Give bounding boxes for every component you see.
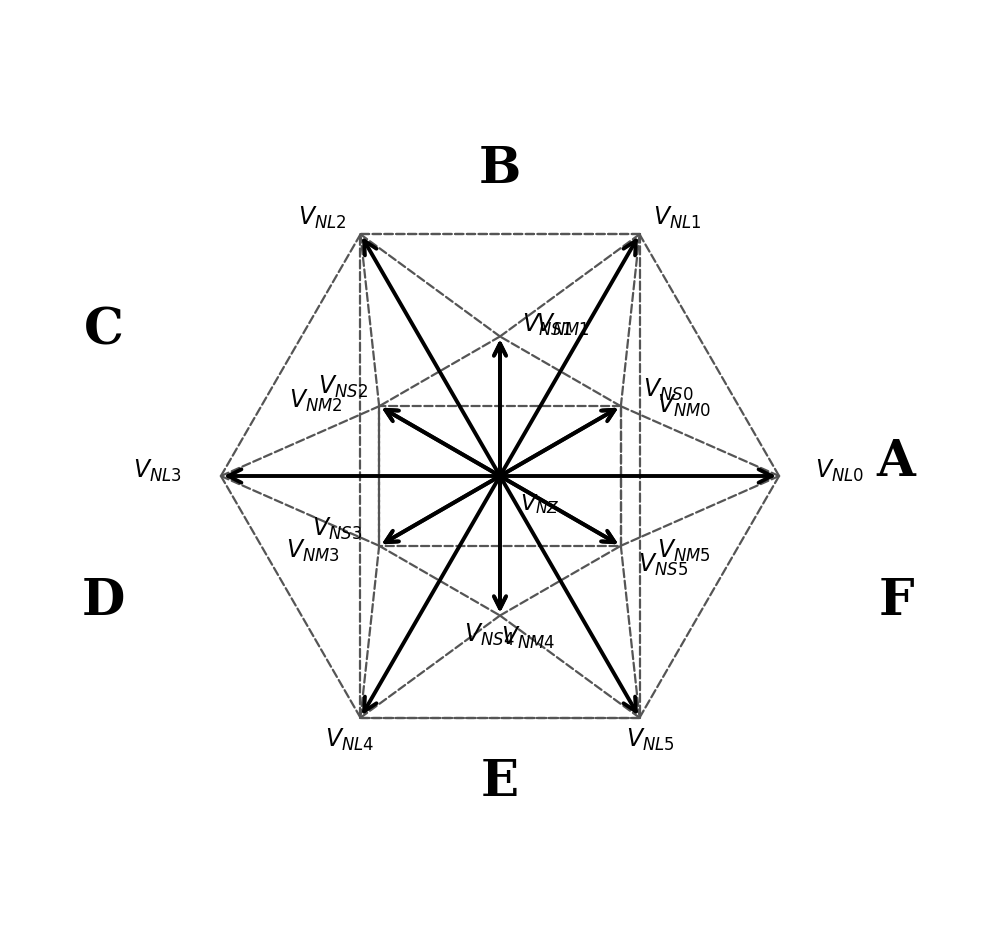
Text: C: C: [84, 307, 124, 355]
Text: $V_{NM1}$: $V_{NM1}$: [536, 312, 590, 338]
Text: $V_{NS2}$: $V_{NS2}$: [318, 373, 368, 400]
Text: F: F: [879, 577, 914, 626]
Text: $V_{NL0}$: $V_{NL0}$: [815, 457, 865, 484]
Text: $V_{NL4}$: $V_{NL4}$: [325, 727, 374, 753]
Text: B: B: [479, 145, 521, 193]
Text: $V_{NM4}$: $V_{NM4}$: [501, 625, 555, 651]
Text: $V_{NS0}$: $V_{NS0}$: [643, 376, 694, 403]
Text: $V_{NM3}$: $V_{NM3}$: [286, 538, 340, 565]
Text: E: E: [481, 759, 519, 807]
Text: $V_{NM0}$: $V_{NM0}$: [657, 393, 711, 419]
Text: $V_{NL3}$: $V_{NL3}$: [133, 457, 182, 484]
Text: A: A: [877, 438, 916, 486]
Text: $V_{NM2}$: $V_{NM2}$: [289, 387, 343, 414]
Text: $V_{NL5}$: $V_{NL5}$: [626, 727, 675, 753]
Text: $V_{NZ}$: $V_{NZ}$: [520, 493, 559, 516]
Text: $V_{NS4}$: $V_{NS4}$: [464, 622, 514, 648]
Text: D: D: [82, 577, 125, 626]
Text: $V_{NM5}$: $V_{NM5}$: [657, 538, 711, 565]
Text: $V_{NS3}$: $V_{NS3}$: [312, 516, 362, 542]
Text: $V_{NL1}$: $V_{NL1}$: [653, 205, 702, 230]
Text: $V_{NL2}$: $V_{NL2}$: [298, 205, 347, 230]
Text: $V_{NS1}$: $V_{NS1}$: [522, 312, 572, 338]
Text: $V_{NS5}$: $V_{NS5}$: [638, 552, 688, 579]
